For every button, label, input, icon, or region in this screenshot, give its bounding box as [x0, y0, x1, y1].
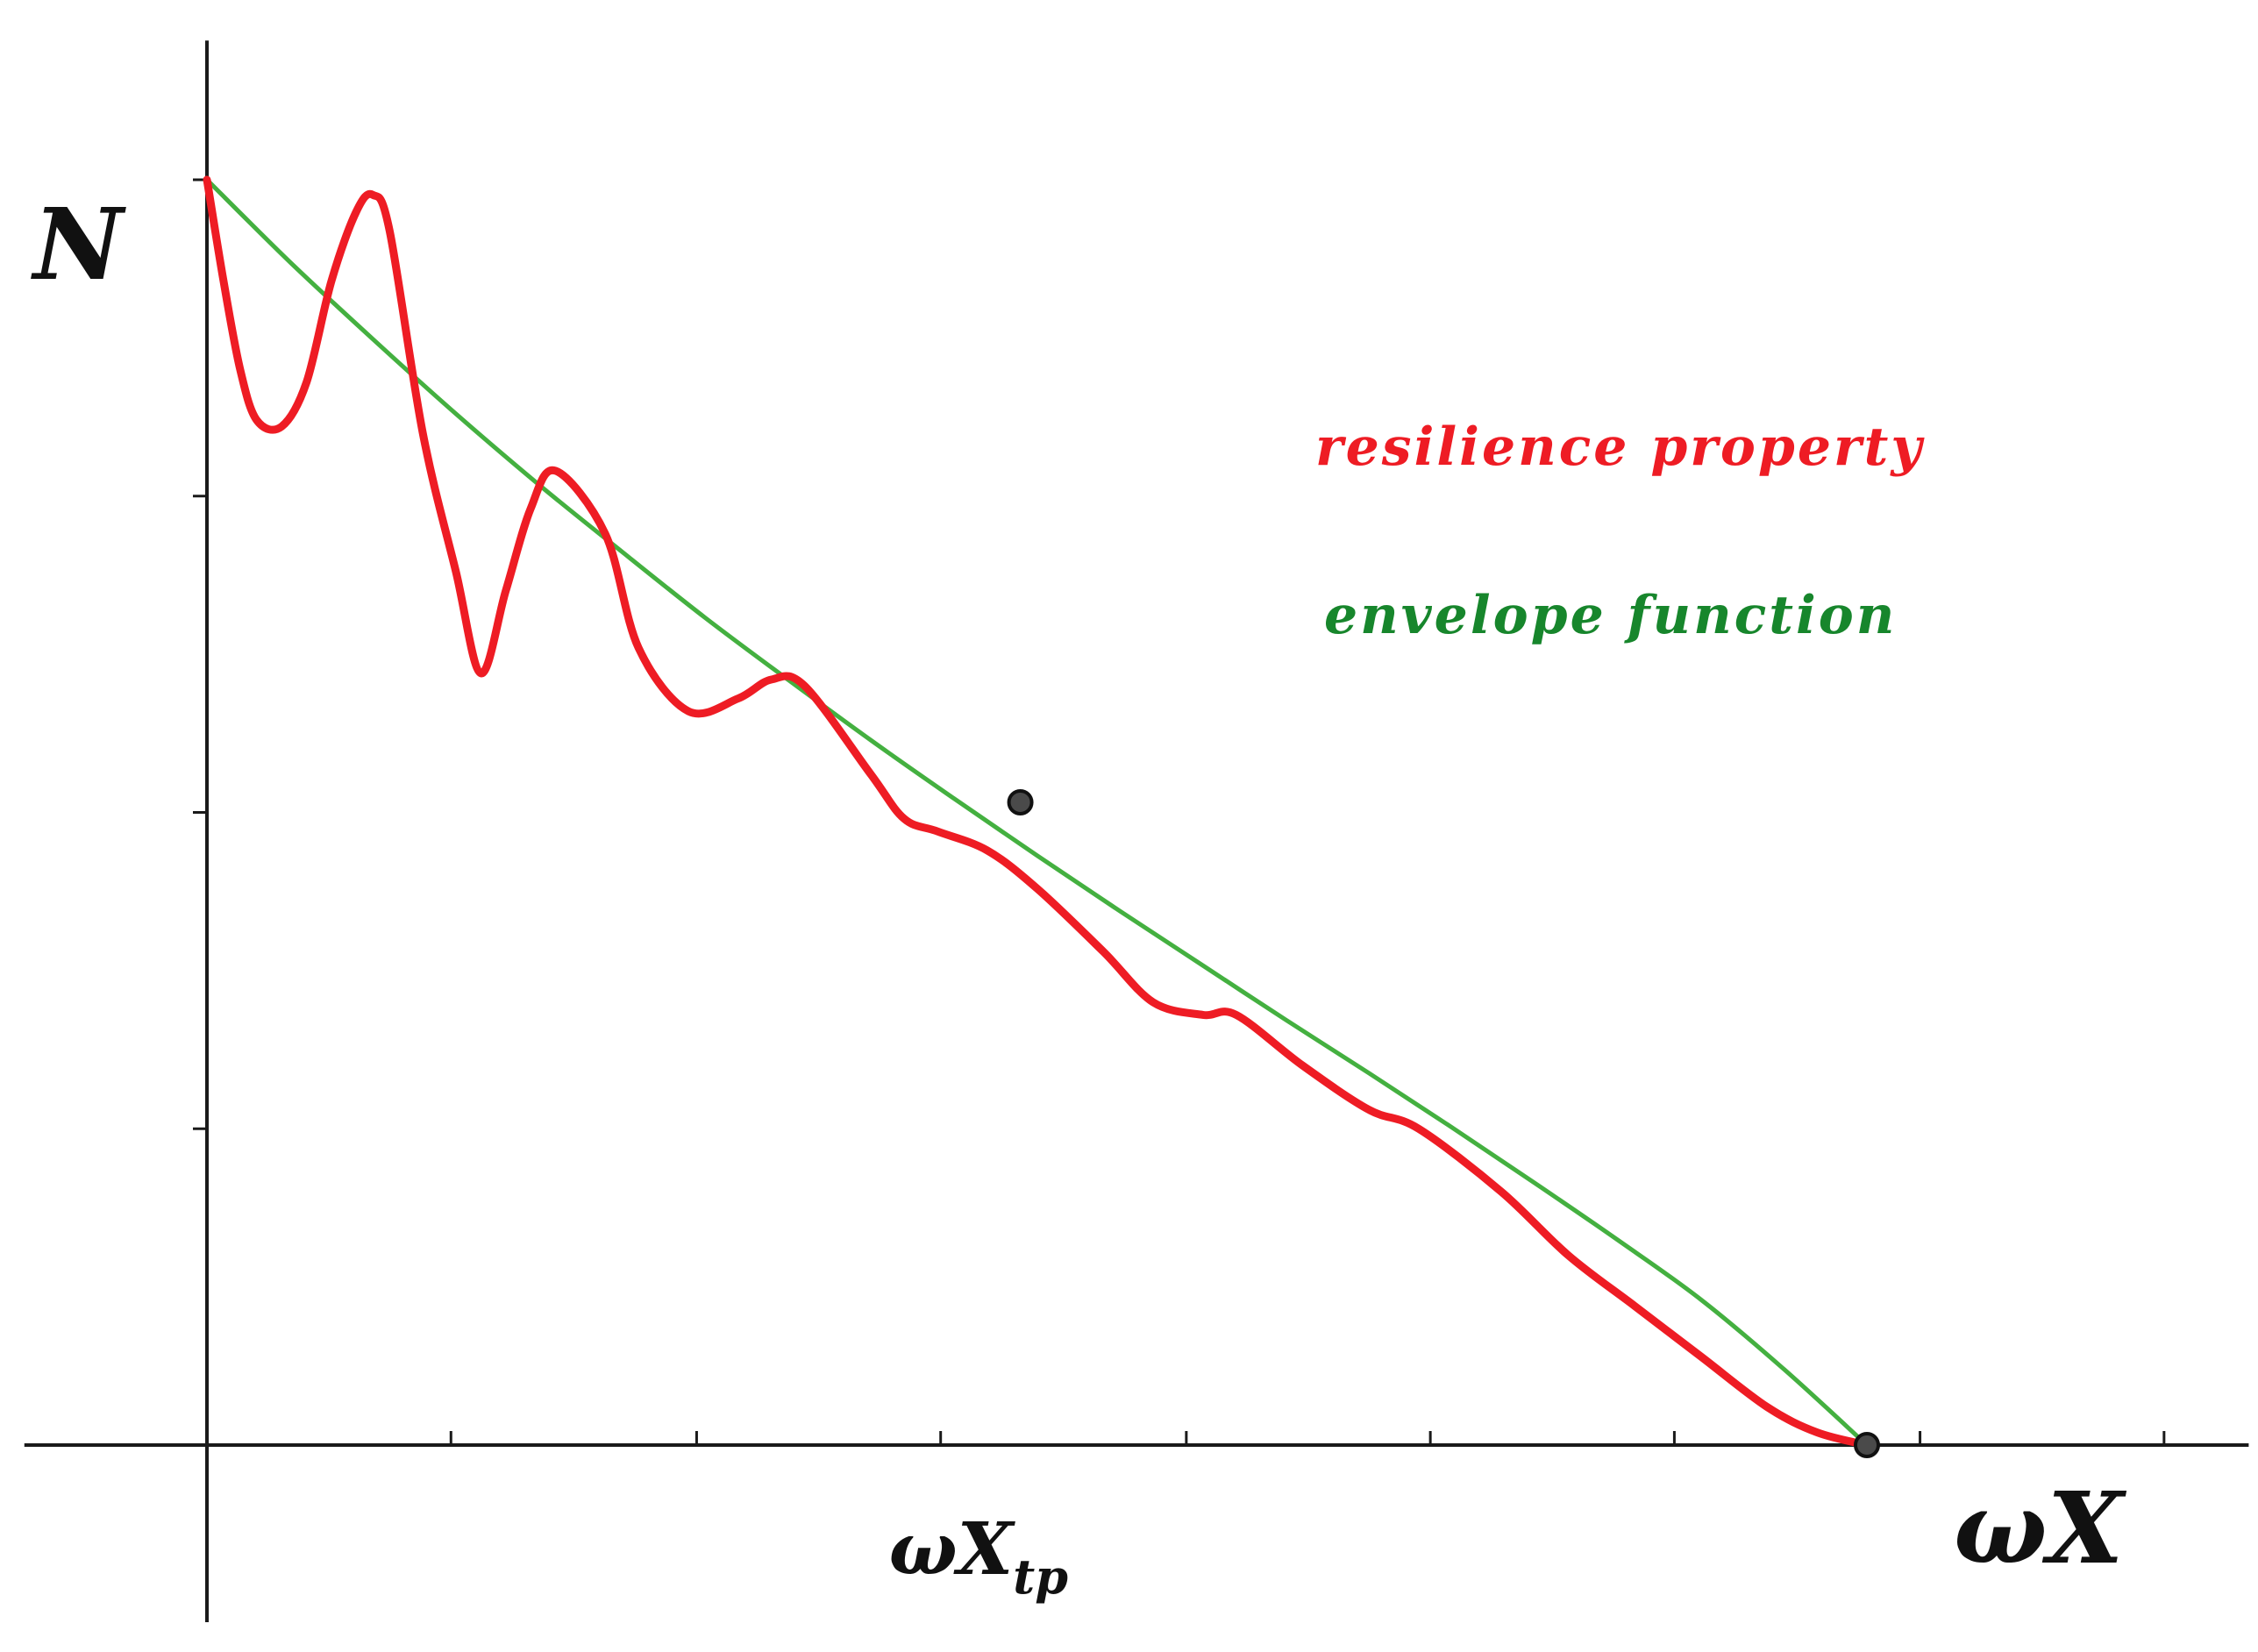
- point-marker-1: [1854, 1432, 1880, 1458]
- legend-entry-envelope-function: envelope function: [1324, 585, 1897, 646]
- legend-entry-resilience-property: resilience property: [1315, 417, 1925, 478]
- y-axis-label: N: [31, 188, 126, 303]
- x-axis-label: ωX: [1954, 1471, 2127, 1586]
- x-turning-point-base: ωX: [889, 1507, 1016, 1591]
- x-turning-point-label: ωXtp: [889, 1507, 1069, 1605]
- axes: [24, 40, 2249, 1623]
- series-resilience-property: [203, 175, 1871, 1449]
- x-turning-point-subscript: tp: [1013, 1549, 1068, 1605]
- series-group: [203, 175, 1871, 1449]
- series-envelope-function: [204, 177, 1870, 1448]
- marker-group: [1007, 788, 1880, 1458]
- point-marker-0: [1007, 788, 1034, 815]
- axis-ticks: [193, 178, 2166, 1445]
